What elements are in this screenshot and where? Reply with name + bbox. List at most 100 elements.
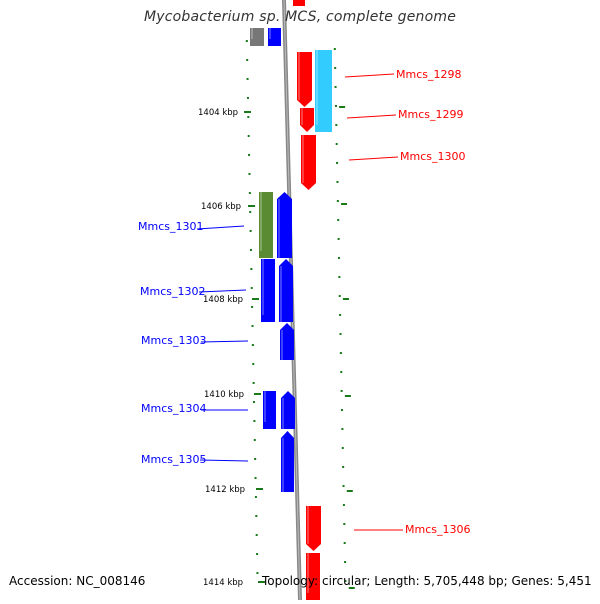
scale-tick xyxy=(258,581,265,583)
label-leader xyxy=(348,156,399,161)
gene-label-reverse: Mmcs_1301 xyxy=(138,220,203,233)
gene-arrow-mmcs-1298 xyxy=(297,52,312,107)
label-leader xyxy=(346,114,397,119)
gene-arrow-mmcs-1304 xyxy=(263,391,276,429)
scale-dot-outer xyxy=(336,162,339,164)
gene-label-forward: Mmcs_1306 xyxy=(405,523,470,536)
gene-blue-1304b xyxy=(281,391,295,429)
scale-tick-outer xyxy=(344,395,351,397)
scale-dot-outer xyxy=(343,523,346,525)
gene-blue-1304b-shade xyxy=(282,398,284,429)
scale-dot-outer xyxy=(336,200,339,202)
gene-arrow-mmcs-1298-shade xyxy=(298,52,300,100)
scale-dot-outer xyxy=(339,352,342,354)
scale-dot-outer xyxy=(334,105,337,107)
scale-tick xyxy=(248,205,255,207)
scale-dot-outer xyxy=(341,409,344,411)
scale-tick-label: 1412 kbp xyxy=(205,485,245,495)
gene-gray-top-shade xyxy=(251,28,253,39)
gene-arrow-mmcs-1305-shade xyxy=(282,438,284,492)
gene-gray-top xyxy=(250,28,264,46)
scale-tick-outer xyxy=(346,490,353,492)
scale-dot-inner xyxy=(248,154,251,156)
scale-dot-inner xyxy=(256,553,259,555)
gene-label-reverse: Mmcs_1305 xyxy=(141,453,206,466)
scale-dot-inner xyxy=(255,515,258,517)
scale-tick-label: 1406 kbp xyxy=(201,202,241,212)
scale-dot-outer xyxy=(343,542,346,544)
scale-dot-inner xyxy=(256,572,259,574)
scale-tick-outer xyxy=(341,203,348,205)
scale-dot-inner xyxy=(250,268,253,270)
scale-dot-inner xyxy=(247,135,250,137)
scale-tick xyxy=(256,488,263,490)
gene-label-reverse: Mmcs_1303 xyxy=(141,334,206,347)
gene-cyan-shade xyxy=(316,50,318,125)
scale-tick-label: 1408 kbp xyxy=(203,295,243,305)
scale-dot-outer xyxy=(339,314,342,316)
scale-dot-outer xyxy=(342,504,345,506)
scale-dot-outer xyxy=(341,428,344,430)
label-leader xyxy=(196,225,245,230)
gene-label-forward: Mmcs_1300 xyxy=(400,150,465,163)
scale-dot-inner xyxy=(253,439,256,441)
scale-dot-inner xyxy=(246,78,249,80)
gene-label-forward: Mmcs_1298 xyxy=(396,68,461,81)
gene-label-forward: Mmcs_1299 xyxy=(398,108,463,121)
map-title: Mycobacterium sp. MCS, complete genome xyxy=(143,9,457,25)
scale-dot-inner xyxy=(254,458,257,460)
label-leader xyxy=(344,73,395,78)
scale-dot-outer xyxy=(337,257,340,259)
scale-dot-outer xyxy=(337,219,340,221)
gene-red-top-partial xyxy=(293,0,305,6)
scale-dot-outer xyxy=(339,333,342,335)
scale-dot-outer xyxy=(344,580,347,582)
scale-dot-outer xyxy=(342,466,345,468)
scale-tick-label: 1410 kbp xyxy=(204,390,244,400)
gene-label-reverse: Mmcs_1304 xyxy=(141,402,206,415)
scale-dot-inner xyxy=(245,40,248,42)
gene-arrow-mmcs-1302-shade xyxy=(262,259,264,315)
scale-dot-inner xyxy=(253,401,256,403)
gene-red-bottom-shade xyxy=(307,553,309,593)
scale-dot-inner xyxy=(252,382,255,384)
scale-dot-inner xyxy=(255,534,258,536)
scale-tick xyxy=(244,111,251,113)
gene-arrow-mmcs-1300-shade xyxy=(302,135,304,183)
scale-dot-inner xyxy=(250,287,253,289)
scale-dot-inner xyxy=(251,306,254,308)
label-leader xyxy=(198,289,247,293)
scale-dot-inner xyxy=(253,420,256,422)
gene-blue-top xyxy=(268,28,281,46)
scale-dot-inner xyxy=(249,211,252,213)
scale-dot-outer xyxy=(340,390,343,392)
scale-tick-outer xyxy=(339,106,346,108)
topology-text: Topology: circular; Length: 5,705,448 bp… xyxy=(262,574,592,588)
scale-dot-outer xyxy=(334,86,337,88)
gene-arrow-mmcs-1305 xyxy=(281,431,294,492)
scale-tick xyxy=(252,298,259,300)
gene-olive-shade xyxy=(260,192,262,251)
scale-dot-inner xyxy=(249,249,252,251)
scale-dot-outer xyxy=(337,238,340,240)
scale-dot-inner xyxy=(246,97,249,99)
gene-arrow-mmcs-1300 xyxy=(301,135,316,190)
label-leader xyxy=(199,459,249,462)
gene-arrow-mmcs-1301 xyxy=(277,192,292,258)
scale-dot-outer xyxy=(340,371,343,373)
scale-tick-outer xyxy=(348,587,355,589)
scale-dot-inner xyxy=(249,230,252,232)
scale-tick xyxy=(254,393,261,395)
gene-arrow-mmcs-1302 xyxy=(261,259,275,322)
gene-blue-1302b xyxy=(279,259,293,322)
scale-dot-outer xyxy=(344,561,347,563)
gene-red-bottom xyxy=(306,553,320,600)
scale-dot-outer xyxy=(336,181,339,183)
scale-dot-inner xyxy=(248,173,251,175)
gene-arrow-mmcs-1299 xyxy=(300,108,314,132)
gene-arrow-mmcs-1306-shade xyxy=(307,506,309,544)
gene-arrow-mmcs-1301-shade xyxy=(278,199,280,258)
gene-arrow-mmcs-1303-shade xyxy=(281,330,283,360)
